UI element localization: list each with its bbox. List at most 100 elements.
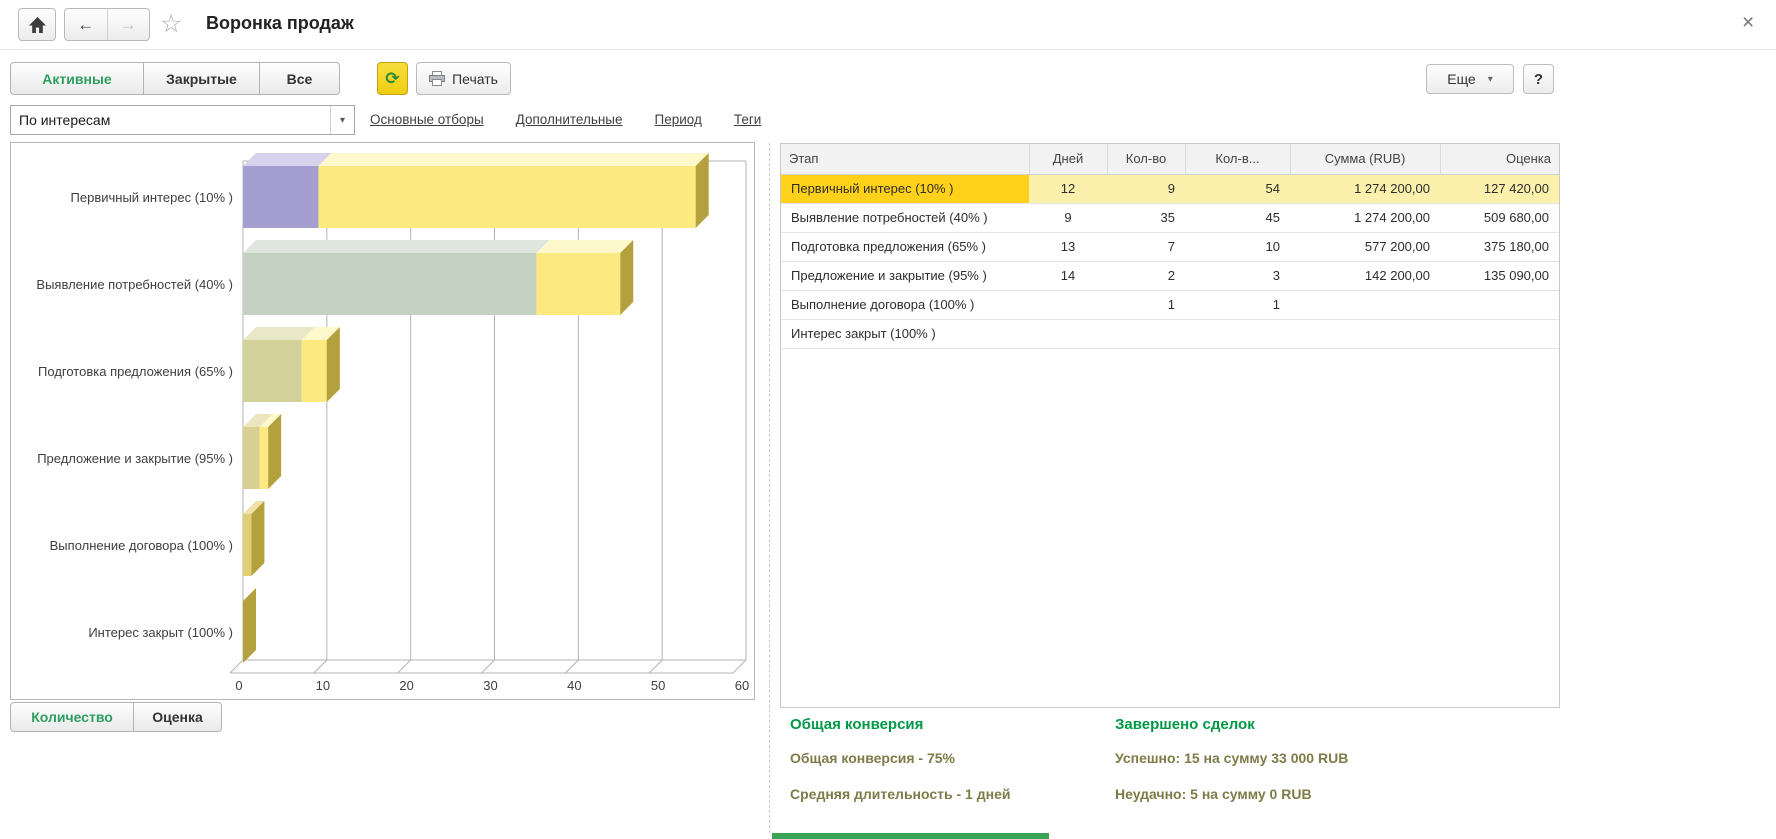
chart-mode-tabs: Количество Оценка xyxy=(10,702,222,732)
table-cell[interactable] xyxy=(1107,319,1185,349)
help-button[interactable]: ? xyxy=(1523,64,1554,94)
combo-arrow-icon[interactable]: ▾ xyxy=(330,106,354,134)
bar-segment-stage xyxy=(243,427,260,489)
table-cell[interactable]: 9 xyxy=(1107,174,1185,204)
tab-active[interactable]: Активные xyxy=(10,62,144,95)
table-cell[interactable]: 13 xyxy=(1029,232,1107,262)
category-label: Интерес закрыт (100% ) xyxy=(88,625,233,640)
link-tags[interactable]: Теги xyxy=(733,112,762,127)
x-tick-label: 20 xyxy=(399,678,413,693)
funnel-bar[interactable] xyxy=(243,327,340,402)
table-cell[interactable]: Подготовка предложения (65% ) xyxy=(781,232,1029,262)
table-cell[interactable]: Первичный интерес (10% ) xyxy=(781,174,1029,204)
table-cell[interactable]: 3 xyxy=(1185,261,1290,291)
link-main-filters[interactable]: Основные отборы xyxy=(370,112,484,127)
table-cell[interactable]: 35 xyxy=(1107,203,1185,233)
table-cell[interactable]: Выявление потребностей (40% ) xyxy=(781,203,1029,233)
panel-splitter[interactable] xyxy=(769,143,770,833)
table-cell[interactable]: 2 xyxy=(1107,261,1185,291)
bar-side-face xyxy=(268,414,282,489)
funnel-bar[interactable] xyxy=(243,501,265,576)
table-row[interactable]: Выявление потребностей (40% ) 9 35 45 1 274 … xyxy=(781,203,1559,233)
more-button[interactable]: Еще ▾ xyxy=(1426,64,1514,94)
close-icon[interactable]: × xyxy=(1742,11,1755,34)
col-header-count-total[interactable]: Кол-в... xyxy=(1185,144,1291,175)
tab-closed[interactable]: Закрытые xyxy=(144,62,260,95)
table-cell[interactable]: 10 xyxy=(1185,232,1290,262)
table-cell[interactable] xyxy=(1440,290,1559,320)
col-header-stage[interactable]: Этап xyxy=(781,144,1030,175)
funnel-bar[interactable] xyxy=(243,153,709,228)
table-cell[interactable] xyxy=(1290,290,1440,320)
bar-segment-total xyxy=(259,427,269,489)
favorite-star-icon[interactable]: ☆ xyxy=(160,10,183,38)
col-header-days[interactable]: Дней xyxy=(1029,144,1108,175)
table-cell[interactable]: 577 200,00 xyxy=(1290,232,1440,262)
col-header-sum[interactable]: Сумма (RUB) xyxy=(1290,144,1441,175)
funnel-bar[interactable] xyxy=(243,240,634,315)
category-label: Предложение и закрытие (95% ) xyxy=(37,451,233,466)
print-button[interactable]: Печать xyxy=(416,62,511,95)
table-cell[interactable]: Интерес закрыт (100% ) xyxy=(781,319,1029,349)
conversion-summary: Общая конверсия Общая конверсия - 75% Ср… xyxy=(790,716,1010,822)
table-cell[interactable]: 1 xyxy=(1107,290,1185,320)
printer-icon xyxy=(429,71,446,86)
table-cell[interactable]: 1 xyxy=(1185,290,1290,320)
table-cell[interactable]: 509 680,00 xyxy=(1440,203,1559,233)
table-cell[interactable] xyxy=(1029,290,1107,320)
table-cell[interactable]: 1 274 200,00 xyxy=(1290,203,1440,233)
forward-button[interactable]: → xyxy=(108,9,150,40)
bar-top-face xyxy=(259,414,282,427)
table-cell[interactable]: 14 xyxy=(1029,261,1107,291)
table-row[interactable]: Предложение и закрытие (95% ) 14 2 3 142 200… xyxy=(781,261,1559,291)
table-row[interactable]: Подготовка предложения (65% ) 13 7 10 577 20… xyxy=(781,232,1559,262)
bar-segment-total xyxy=(301,340,327,402)
view-mode-select[interactable]: По интересам ▾ xyxy=(10,105,355,135)
funnel-chart: 0 10 20 30 40 50 60 Первичный интерес (10% ) Выя… xyxy=(36,153,749,693)
table-cell[interactable]: 45 xyxy=(1185,203,1290,233)
table-cell[interactable]: Предложение и закрытие (95% ) xyxy=(781,261,1029,291)
home-button[interactable] xyxy=(18,8,56,41)
bar-side-face xyxy=(620,240,634,315)
table-row[interactable]: Интерес закрыт (100% ) xyxy=(781,319,1559,349)
refresh-button[interactable]: ⟳ xyxy=(377,62,408,95)
bar-top-face xyxy=(243,501,265,514)
table-cell[interactable] xyxy=(1029,319,1107,349)
table-cell[interactable] xyxy=(1440,319,1559,349)
link-period[interactable]: Период xyxy=(654,112,702,127)
table-cell[interactable]: 7 xyxy=(1107,232,1185,262)
table-cell[interactable] xyxy=(1290,319,1440,349)
chevron-down-icon: ▾ xyxy=(1487,73,1493,85)
bottom-green-strip xyxy=(772,833,1049,839)
table-cell[interactable]: 54 xyxy=(1185,174,1290,204)
deals-summary: Завершено сделок Успешно: 15 на сумму 33… xyxy=(1115,716,1348,822)
bar-segment-stage xyxy=(243,253,537,315)
table-cell[interactable]: 375 180,00 xyxy=(1440,232,1559,262)
funnel-bar[interactable] xyxy=(243,414,282,489)
table-cell[interactable] xyxy=(1185,319,1290,349)
link-additional[interactable]: Дополнительные xyxy=(515,112,623,127)
col-header-estimate[interactable]: Оценка xyxy=(1440,144,1559,175)
tab-all[interactable]: Все xyxy=(260,62,340,95)
table-cell[interactable]: 12 xyxy=(1029,174,1107,204)
table-cell[interactable]: 127 420,00 xyxy=(1440,174,1559,204)
bar-top-face xyxy=(536,240,634,253)
home-icon xyxy=(28,16,46,33)
average-duration-text: Средняя длительность - 1 дней xyxy=(790,786,1011,802)
col-header-count[interactable]: Кол-во xyxy=(1107,144,1186,175)
tab-estimate[interactable]: Оценка xyxy=(134,702,222,732)
table-cell[interactable]: 135 090,00 xyxy=(1440,261,1559,291)
tab-quantity[interactable]: Количество xyxy=(10,702,134,732)
table-row[interactable]: Первичный интерес (10% ) 12 9 54 1 274 200,0… xyxy=(781,174,1559,204)
title-bar: ← → ☆ Воронка продаж × xyxy=(0,0,1776,50)
bar-segment-stage xyxy=(243,166,319,228)
table-cell[interactable]: 9 xyxy=(1029,203,1107,233)
back-button[interactable]: ← xyxy=(65,9,108,40)
table-row[interactable]: Выполнение договора (100% ) 1 1 xyxy=(781,290,1559,320)
funnel-bar[interactable] xyxy=(243,588,256,663)
table-cell[interactable]: 1 274 200,00 xyxy=(1290,174,1440,204)
table-cell[interactable]: Выполнение договора (100% ) xyxy=(781,290,1029,320)
table-cell[interactable]: 142 200,00 xyxy=(1290,261,1440,291)
bar-segment-total xyxy=(318,166,696,228)
category-label: Выполнение договора (100% ) xyxy=(50,538,233,553)
